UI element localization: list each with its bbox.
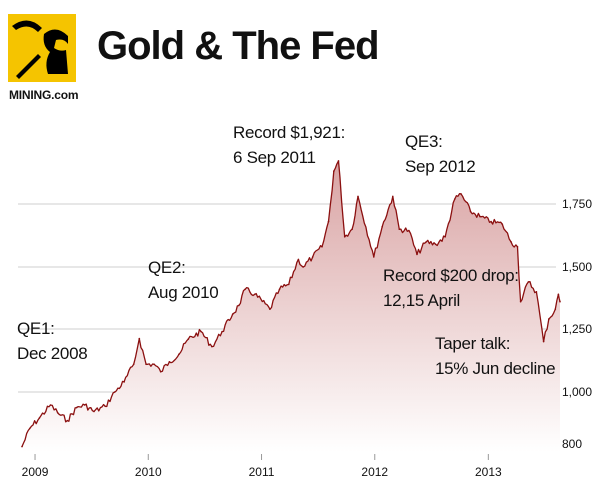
data-point	[454, 198, 456, 200]
data-point	[66, 419, 69, 422]
y-tick-label: 1,750	[562, 197, 592, 211]
x-tick-label: 2012	[361, 465, 388, 479]
y-tick-label: 1,250	[562, 322, 592, 336]
data-point	[510, 241, 512, 243]
data-point	[75, 406, 78, 409]
data-point	[104, 405, 106, 408]
data-point	[321, 246, 323, 248]
data-point	[444, 236, 447, 238]
data-point	[138, 337, 141, 340]
data-point	[501, 223, 504, 225]
data-point	[337, 160, 340, 162]
miner-logo-icon	[8, 14, 76, 82]
data-point	[253, 293, 256, 296]
data-point	[159, 371, 162, 373]
price-line	[21, 160, 561, 448]
y-tick-label: 1,500	[562, 260, 592, 274]
x-axis-ticks: 2009 2010 2011 2012 2013	[22, 454, 502, 479]
x-tick-label: 2011	[249, 465, 275, 479]
data-point	[244, 288, 246, 291]
data-point	[398, 228, 401, 230]
data-point	[554, 308, 557, 311]
data-point	[527, 281, 530, 283]
data-point	[542, 340, 545, 343]
price-area-fill	[22, 160, 560, 452]
brand-name: MINING.com	[9, 88, 79, 102]
data-point	[516, 246, 519, 248]
mining-logo	[8, 14, 76, 82]
annotation-qe2: QE2: Aug 2010	[148, 258, 219, 302]
data-point	[469, 210, 472, 213]
annotation-record-drop: Record $200 drop: 12,15 April	[383, 266, 519, 310]
data-point	[231, 313, 234, 315]
y-axis-ticks: 1,750 1,500 1,250 1,000 800	[562, 197, 592, 451]
data-point	[145, 363, 147, 366]
data-point	[83, 404, 86, 406]
data-point	[392, 195, 394, 198]
data-point	[548, 318, 550, 320]
data-point	[311, 256, 314, 258]
data-point	[56, 412, 59, 414]
data-point	[557, 293, 560, 296]
data-point	[38, 417, 41, 419]
data-point	[416, 253, 418, 256]
price-area	[22, 160, 560, 452]
data-point	[288, 283, 290, 286]
gold-price-series-line	[21, 160, 561, 447]
data-point	[343, 236, 346, 238]
annotation-taper-talk: Taper talk: 15% Jun decline	[435, 334, 556, 378]
annotation-qe3: QE3: Sep 2012	[405, 132, 476, 176]
data-point	[153, 363, 155, 366]
data-point	[479, 215, 481, 218]
data-point	[168, 361, 171, 363]
data-point	[278, 288, 281, 291]
data-point	[238, 304, 240, 307]
data-point	[373, 256, 375, 258]
data-point	[21, 445, 23, 448]
x-tick-label: 2010	[135, 465, 162, 479]
data-point	[114, 391, 116, 393]
data-point	[559, 300, 561, 303]
x-tick-label: 2013	[475, 465, 502, 479]
data-point	[123, 381, 125, 383]
data-point	[381, 225, 384, 228]
data-point	[49, 404, 52, 406]
data-point	[221, 330, 223, 333]
data-point	[434, 243, 437, 246]
data-point	[460, 193, 462, 195]
data-point	[178, 353, 180, 356]
data-point	[200, 330, 202, 333]
data-point	[132, 363, 135, 366]
data-point	[333, 170, 335, 172]
pickaxe-handle-shape	[16, 54, 41, 79]
data-point	[302, 266, 304, 268]
data-point	[93, 410, 95, 413]
data-point	[519, 300, 522, 303]
annotation-record-high: Record $1,921: 6 Sep 2011	[233, 123, 346, 167]
data-point	[297, 258, 300, 261]
data-point	[29, 427, 31, 430]
data-point	[187, 338, 190, 340]
data-point	[351, 228, 353, 230]
data-point	[425, 241, 428, 243]
annotation-qe1: QE1: Dec 2008	[17, 319, 88, 363]
data-point	[327, 220, 330, 223]
data-point	[211, 345, 213, 348]
data-point	[269, 308, 271, 311]
data-point	[535, 291, 538, 293]
x-tick-label: 2009	[22, 465, 49, 479]
pickaxe-head-shape	[12, 20, 42, 32]
data-point	[490, 220, 492, 223]
miner-silhouette-shape	[43, 29, 68, 75]
y-tick-label: 1,000	[562, 385, 592, 399]
y-tick-label: 800	[562, 437, 582, 451]
data-point	[408, 229, 410, 232]
data-point	[357, 195, 359, 198]
chart-title: Gold & The Fed	[97, 24, 380, 68]
